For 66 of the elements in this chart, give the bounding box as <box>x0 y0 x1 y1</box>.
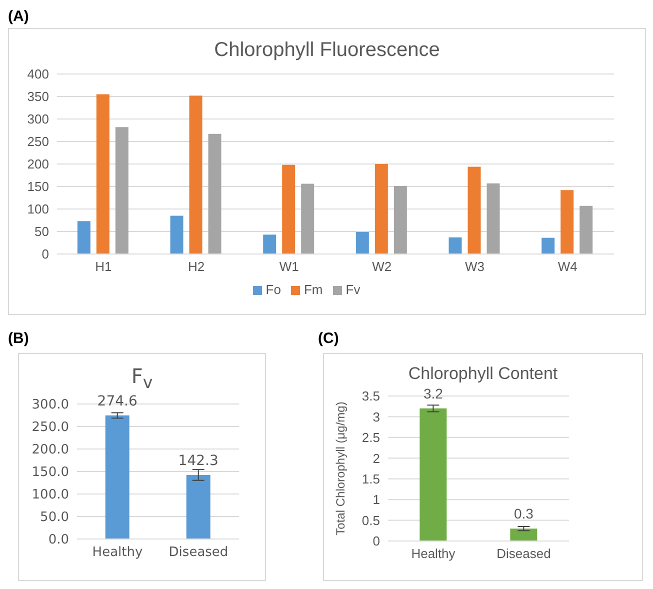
text: (B) <box>8 330 29 347</box>
chart-title: Chlorophyll Content <box>407 364 559 384</box>
y-tick-label: 350 <box>27 89 49 104</box>
bar <box>580 206 593 254</box>
x-tick-label: Diseased <box>496 546 551 562</box>
y-tick-label: 2.5 <box>362 430 380 446</box>
y-tick-label: 100.0 <box>32 488 69 503</box>
bar <box>374 164 388 254</box>
data-label: 0.3 <box>514 506 534 522</box>
y-tick-label: 0.5 <box>362 512 380 528</box>
bar <box>356 232 369 254</box>
data-label: 142.3 <box>178 452 218 469</box>
y-tick-label: 1 <box>372 492 380 508</box>
bar <box>542 238 555 254</box>
bar <box>468 166 481 254</box>
bar <box>208 134 222 254</box>
bar <box>263 234 276 254</box>
text: (C) <box>318 330 339 347</box>
y-tick-label: 300 <box>27 112 49 127</box>
bar <box>448 237 462 254</box>
chart-title: F$_{v}$ <box>130 364 154 392</box>
y-tick-label: 250 <box>27 134 49 150</box>
y-tick-label: 200 <box>27 156 49 172</box>
bar <box>282 164 296 254</box>
bar <box>189 96 202 254</box>
y-tick-label: 1.5 <box>362 471 380 486</box>
y-tick-label: 3.5 <box>362 388 380 404</box>
data-label: 274.6 <box>97 393 138 410</box>
y-tick-label: 50.0 <box>40 510 69 526</box>
x-tick-label: Healthy <box>411 546 456 562</box>
x-tick-label: W2 <box>372 259 392 274</box>
x-tick-label: Healthy <box>92 545 143 560</box>
bar <box>170 216 184 254</box>
y-tick-label: 0 <box>372 534 380 549</box>
text: (A) <box>8 8 29 25</box>
y-tick-label: 250.0 <box>32 420 69 436</box>
chart-title: Chlorophyll Fluorescence <box>213 39 441 62</box>
y-tick-label: 3 <box>372 409 380 424</box>
bar <box>77 221 90 254</box>
bar <box>301 184 314 254</box>
bar <box>394 186 407 254</box>
bar <box>560 190 574 254</box>
y-tick-label: 300.0 <box>32 398 69 413</box>
legend-label: Fo <box>266 282 281 297</box>
bar <box>96 94 110 254</box>
data-label: 3.2 <box>423 385 444 402</box>
legend-label: Fv <box>346 282 360 297</box>
y-tick-label: 0.0 <box>48 532 69 548</box>
x-tick-label: Diseased <box>168 545 228 560</box>
x-tick-label: W4 <box>558 259 578 274</box>
x-tick-label: H2 <box>188 259 205 274</box>
y-tick-label: 150.0 <box>32 465 69 480</box>
y-tick-label: 100 <box>27 202 49 217</box>
y-axis-title: Total Chlorophyll (μg/mg) <box>333 402 348 536</box>
y-tick-label: 50 <box>34 224 49 240</box>
y-tick-label: 400 <box>27 66 49 82</box>
y-tick-label: 0 <box>42 246 49 262</box>
y-tick-label: 150 <box>27 179 49 194</box>
x-tick-label: W1 <box>279 259 299 274</box>
y-tick-label: 2 <box>372 450 380 466</box>
bar <box>115 127 128 254</box>
y-tick-label: 200.0 <box>32 442 69 458</box>
x-tick-label: W3 <box>465 259 484 274</box>
legend-label: Fm <box>304 282 323 297</box>
x-tick-label: H1 <box>95 259 112 274</box>
bar <box>486 183 500 254</box>
